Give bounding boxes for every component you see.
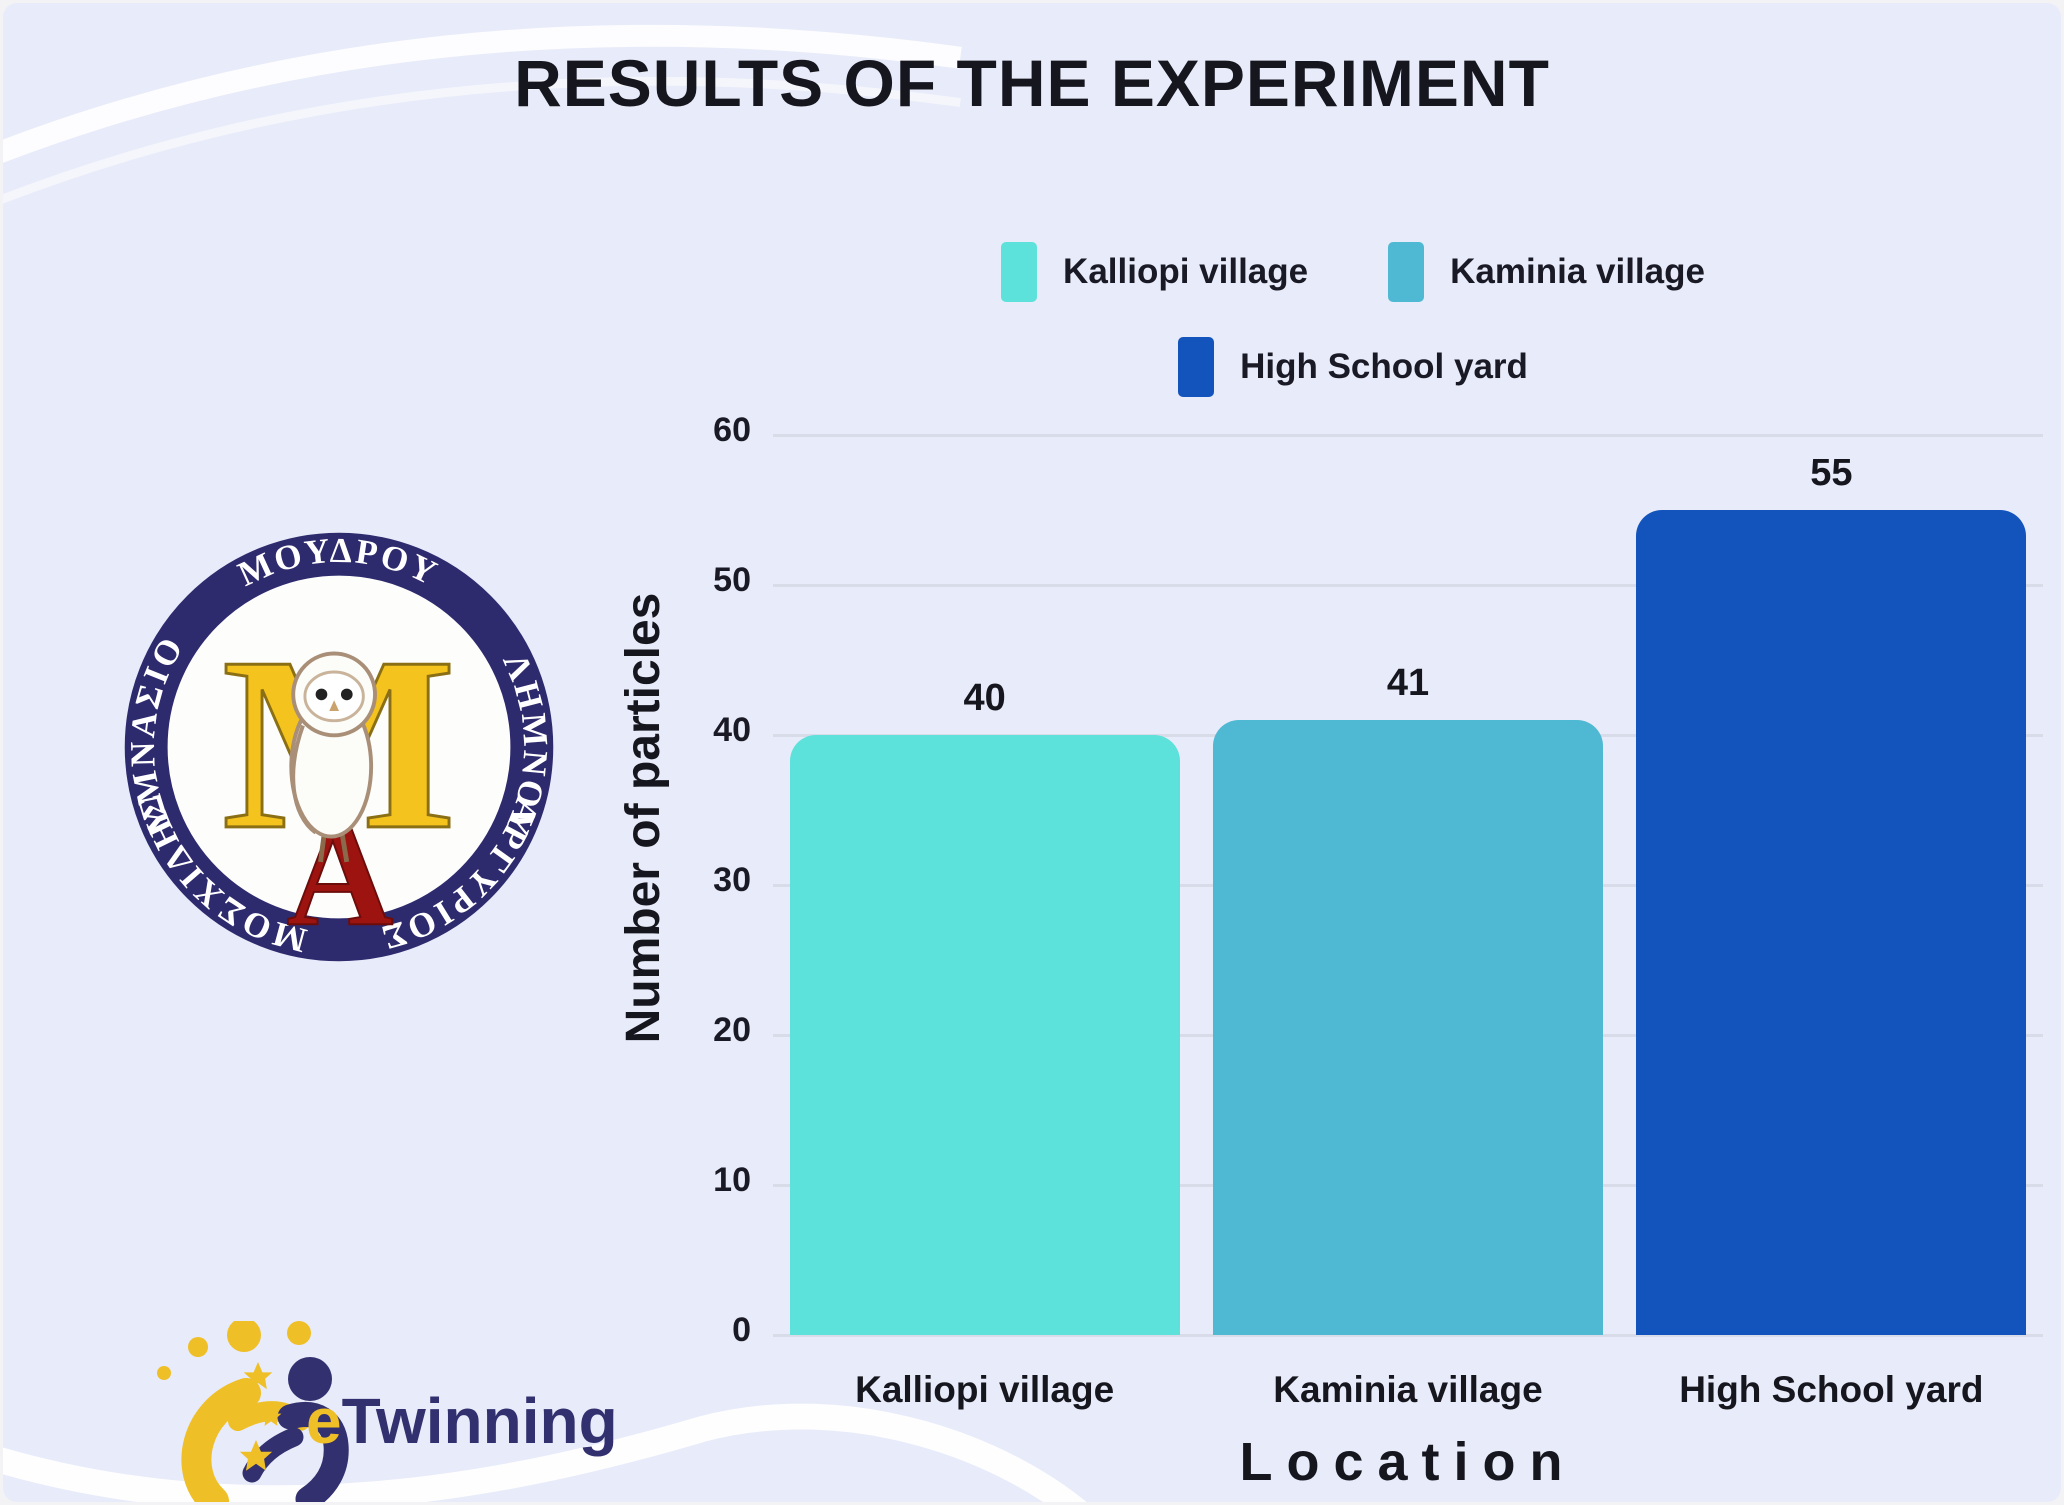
- bar-High School yard: [1636, 510, 2027, 1335]
- bar-Kalliopi village: [789, 735, 1180, 1335]
- star-icon: [239, 1440, 273, 1471]
- chart-legend-row-1: Kalliopi village Kaminia village: [703, 241, 2003, 303]
- chart-legend-row-2: High School yard: [703, 336, 2003, 398]
- legend-item-kalliopi-village: Kalliopi village: [1001, 241, 1308, 303]
- etwinning-confetti-dots: [157, 1321, 311, 1380]
- y-tick-40: 40: [713, 711, 751, 749]
- x-tick-Kalliopi village: Kalliopi village: [855, 1369, 1115, 1410]
- x-tick-High School yard: High School yard: [1679, 1369, 1984, 1410]
- y-tick-60: 60: [713, 411, 751, 449]
- legend-label-kaminia-village: Kaminia village: [1450, 252, 1705, 291]
- bar-value-label-Kalliopi village: 40: [963, 677, 1006, 719]
- star-icon: [243, 1362, 273, 1390]
- bar-Kaminia village: [1213, 720, 1603, 1335]
- bar-value-label-High School yard: 55: [1810, 452, 1853, 494]
- y-tick-20: 20: [713, 1011, 751, 1049]
- legend-swatch-kaminia-village: [1388, 242, 1425, 302]
- legend-swatch-high-school-yard: [1178, 337, 1215, 397]
- gridline-50: [773, 583, 2043, 587]
- y-tick-30: 30: [713, 861, 751, 899]
- star-icon: [260, 1406, 282, 1426]
- legend-label-kalliopi-village: Kalliopi village: [1063, 252, 1309, 291]
- bar-value-label-Kaminia village: 41: [1386, 662, 1430, 704]
- y-tick-0: 0: [732, 1311, 751, 1349]
- x-axis-title: Location: [1239, 1432, 1577, 1492]
- gridline-0: [773, 1333, 2043, 1337]
- y-tick-50: 50: [713, 561, 751, 599]
- legend-item-high-school-yard: High School yard: [1178, 336, 1528, 398]
- y-axis-title: Number of particles: [617, 592, 670, 1044]
- x-tick-Kaminia village: Kaminia village: [1273, 1369, 1543, 1410]
- school-logo: ΓΥΜΝΑΣΙΟ ΜΟΥΔΡΟΥ ΛΗΜΝΟΥ ΑΡΓΥΡΙΟΣ ΜΟΣΧΙΔΗ…: [115, 523, 554, 962]
- y-tick-10: 10: [713, 1161, 751, 1199]
- etwinning-stars: [239, 1362, 282, 1471]
- etwinning-logo: eTwinning: [157, 1321, 618, 1502]
- legend-item-kaminia-village: Kaminia village: [1388, 241, 1705, 303]
- etwinning-wordmark: eTwinning: [306, 1385, 618, 1457]
- legend-label-high-school-yard: High School yard: [1240, 347, 1528, 386]
- gridline-60: [773, 433, 2043, 437]
- owl-icon: [289, 651, 377, 863]
- legend-swatch-kalliopi-village: [1001, 242, 1038, 302]
- page-title: RESULTS OF THE EXPERIMENT: [514, 46, 1550, 120]
- slide-canvas: RESULTS OF THE EXPERIMENT Kalliopi villa…: [3, 3, 2061, 1502]
